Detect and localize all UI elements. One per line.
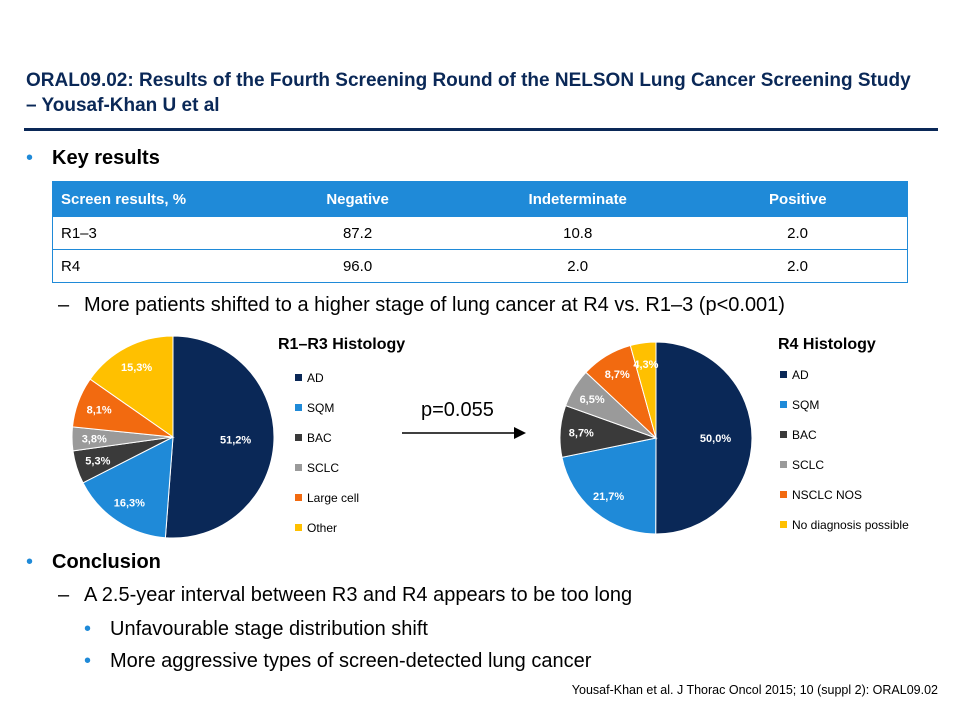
dash-marker: –: [58, 294, 70, 316]
bullet-dot-icon: •: [26, 551, 34, 573]
table-cell: R1–3: [51, 216, 248, 250]
table-cell: 2.0: [688, 216, 909, 250]
bullet-dot-icon: •: [84, 650, 92, 672]
key-results-label: Key results: [52, 147, 160, 169]
table-cell: R4: [51, 249, 248, 283]
legend-label: AD: [792, 368, 809, 382]
table-cell: 2.0: [467, 249, 689, 283]
legend-label: SCLC: [792, 458, 825, 472]
legend-label: NSCLC NOS: [792, 488, 863, 502]
conclusion-label: Conclusion: [52, 551, 161, 573]
dash-marker: –: [58, 584, 70, 606]
table-header-cell: Indeterminate: [466, 181, 689, 217]
pie-data-label: 5,3%: [85, 456, 110, 468]
chart-title-r1-r3: R1–R3 Histology: [278, 336, 406, 353]
conclusion-text: A 2.5-year interval between R3 and R4 ap…: [84, 584, 633, 606]
pie-data-label: 50,0%: [700, 433, 731, 445]
legend-swatch: [295, 374, 302, 381]
pie-slice-no-diagnosis-possible: [629, 341, 657, 439]
table-header-row: Screen results, % Negative Indeterminate…: [51, 181, 909, 217]
legend-label: SCLC: [307, 461, 340, 475]
table-cell: 96.0: [247, 249, 468, 283]
legend-label: AD: [307, 371, 324, 385]
slide-title: ORAL09.02: Results of the Fourth Screeni…: [26, 70, 911, 116]
legend-swatch: [295, 494, 302, 501]
pie-slice-sqm: [82, 436, 174, 539]
legend-label: Large cell: [307, 491, 360, 505]
legend-swatch: [780, 461, 787, 468]
legend-label: SQM: [307, 401, 335, 415]
legend-swatch: [295, 404, 302, 411]
table-header-cell: Negative: [247, 181, 468, 217]
pie-data-label: 3,8%: [82, 433, 107, 445]
table-header-cell: Positive: [687, 181, 909, 217]
legend-swatch: [780, 401, 787, 408]
pie-data-label: 16,3%: [114, 498, 145, 510]
pie-data-label: 4,3%: [633, 359, 658, 371]
legend-swatch: [295, 434, 302, 441]
legend-label: SQM: [792, 398, 820, 412]
pie-data-label: 8,7%: [605, 369, 630, 381]
legend-label: BAC: [792, 428, 817, 442]
legend-label: Other: [307, 521, 338, 535]
citation: Yousaf-Khan et al. J Thorac Oncol 2015; …: [571, 683, 938, 697]
p-value-label: p=0.055: [421, 399, 494, 421]
bullet-dot-icon: •: [26, 147, 34, 169]
table-cell: 2.0: [688, 249, 909, 283]
pie-chart-r4: 50,0%21,7%8,7%6,5%8,7%4,3%: [559, 341, 753, 535]
bullet-dot-icon: •: [84, 618, 92, 640]
pie-slice-ad: [655, 341, 753, 535]
legend-swatch: [780, 431, 787, 438]
pie-data-label: 51,2%: [220, 434, 251, 446]
legend-swatch: [295, 524, 302, 531]
pie-slice-other: [89, 335, 174, 438]
legend-swatch: [780, 491, 787, 498]
chart-title-r4: R4 Histology: [778, 336, 876, 353]
right-arrow-icon: [402, 427, 526, 439]
table-row: R1–3 87.2 10.8 2.0: [51, 216, 909, 250]
legend-swatch: [780, 521, 787, 528]
pie-chart-r1-r3: 51,2% 16,3% 5,3% 3,8% 8,1% 15,3%: [71, 335, 275, 539]
screen-results-table: Screen results, % Negative Indeterminate…: [51, 181, 909, 283]
legend-swatch: [295, 464, 302, 471]
table-header-cell: Screen results, %: [51, 181, 249, 217]
pie-slice-sqm: [561, 437, 657, 535]
table-cell: 87.2: [247, 216, 468, 250]
legend-label: No diagnosis possible: [792, 518, 909, 532]
pie-data-label: 21,7%: [593, 491, 624, 503]
pie-data-label: 6,5%: [580, 394, 605, 406]
table-row: R4 96.0 2.0 2.0: [51, 249, 909, 283]
pie-data-label: 8,7%: [569, 428, 594, 440]
pie-data-label: 15,3%: [121, 362, 152, 374]
sub-bullet-text: More aggressive types of screen-detected…: [110, 650, 592, 672]
pie-slice-ad: [164, 335, 275, 539]
legend-label: BAC: [307, 431, 332, 445]
shift-text: More patients shifted to a higher stage …: [84, 294, 785, 316]
sub-bullet-text: Unfavourable stage distribution shift: [110, 618, 428, 640]
title-divider: [24, 128, 938, 131]
table-cell: 10.8: [467, 216, 689, 250]
pie-data-label: 8,1%: [87, 405, 112, 417]
legend-swatch: [780, 371, 787, 378]
